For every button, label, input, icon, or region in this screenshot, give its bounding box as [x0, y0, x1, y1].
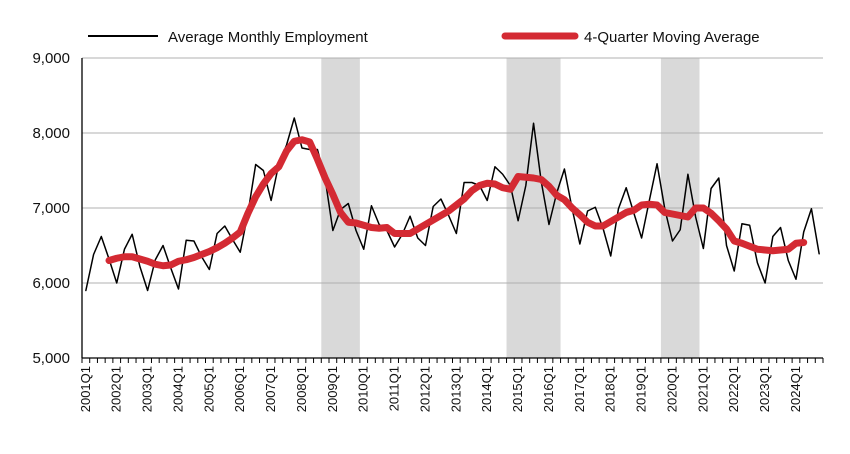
y-tick-label: 6,000 — [32, 275, 70, 292]
x-tick-label: 2006Q1 — [232, 366, 247, 412]
x-tick-label: 2008Q1 — [294, 366, 309, 412]
legend-label-employment: Average Monthly Employment — [168, 29, 369, 46]
x-tick-label: 2024Q1 — [788, 366, 803, 412]
y-tick-label: 9,000 — [32, 50, 70, 67]
x-tick-label: 2009Q1 — [325, 366, 340, 412]
x-tick-label: 2001Q1 — [78, 366, 93, 412]
y-tick-label: 8,000 — [32, 125, 70, 142]
x-tick-label: 2007Q1 — [263, 366, 278, 412]
x-tick-label: 2022Q1 — [726, 366, 741, 412]
x-tick-label: 2016Q1 — [541, 366, 556, 412]
x-tick-label: 2019Q1 — [634, 366, 649, 412]
x-tick-label: 2013Q1 — [448, 366, 463, 412]
y-tick-label: 7,000 — [32, 200, 70, 217]
legend: Average Monthly Employment 4-Quarter Mov… — [88, 29, 760, 46]
y-axis-ticks: 5,000 6,000 7,000 8,000 9,000 — [32, 50, 70, 367]
x-tick-label: 2017Q1 — [572, 366, 587, 412]
x-tick-label: 2014Q1 — [479, 366, 494, 412]
x-tick-label: 2005Q1 — [201, 366, 216, 412]
x-tick-label: 2018Q1 — [603, 366, 618, 412]
x-tick-label: 2011Q1 — [387, 366, 402, 411]
x-tick-label: 2010Q1 — [356, 366, 371, 412]
x-tick-label: 2002Q1 — [109, 366, 124, 412]
x-tick-label: 2003Q1 — [140, 366, 155, 412]
legend-label-moving-average: 4-Quarter Moving Average — [584, 29, 760, 46]
y-tick-label: 5,000 — [32, 350, 70, 367]
x-tick-label: 2023Q1 — [757, 366, 772, 412]
series-lines — [85, 117, 820, 292]
series-average-monthly-employment — [85, 117, 820, 292]
x-tick-label: 2004Q1 — [170, 366, 185, 412]
x-tick-label: 2020Q1 — [664, 366, 679, 412]
x-tick-label: 2015Q1 — [510, 366, 525, 412]
series-4-quarter-moving-average — [105, 136, 808, 270]
x-tick-label: 2021Q1 — [695, 366, 710, 412]
x-tick-label: 2012Q1 — [417, 366, 432, 412]
x-axis: 2001Q1 2002Q1 2003Q1 2004Q1 2005Q1 2006Q1 2007… — [78, 58, 824, 412]
gridlines — [82, 57, 823, 284]
